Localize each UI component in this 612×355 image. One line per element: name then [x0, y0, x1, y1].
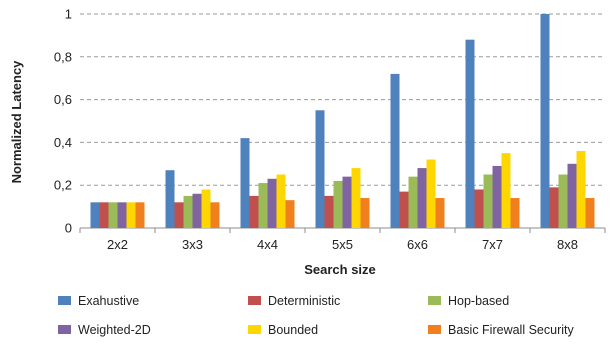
- x-tick-label: 8x8: [557, 237, 578, 252]
- bar-exahustive-5x5: [315, 110, 325, 228]
- y-axis-title: Normalized Latency: [9, 60, 24, 184]
- bar-basic-firewall-security-2x2: [135, 202, 145, 228]
- x-tick-label: 3x3: [182, 237, 203, 252]
- legend-label-hop-based: Hop-based: [448, 294, 509, 308]
- bar-bounded-8x8: [576, 150, 586, 228]
- bar-bounded-2x2: [126, 202, 136, 228]
- legend-label-exahustive: Exahustive: [78, 294, 139, 308]
- y-tick-label: 1: [65, 7, 72, 22]
- y-tick-labels: 0 0,2 0,4 0,6 0,8 1: [54, 7, 72, 236]
- bar-basic-firewall-security-4x4: [285, 200, 295, 228]
- bar-deterministic-7x7: [474, 189, 484, 228]
- x-tick-label: 6x6: [407, 237, 428, 252]
- y-tick-label: 0,8: [54, 49, 72, 64]
- bars: [90, 14, 595, 229]
- bar-weighted-2d-5x5: [342, 176, 352, 228]
- bar-exahustive-3x3: [165, 170, 175, 228]
- bar-exahustive-2x2: [90, 202, 100, 228]
- bar-bounded-3x3: [201, 189, 211, 228]
- bar-hop-based-4x4: [258, 183, 268, 228]
- bar-weighted-2d-8x8: [567, 163, 577, 228]
- bar-hop-based-5x5: [333, 180, 343, 228]
- bar-bounded-4x4: [276, 174, 286, 228]
- bar-deterministic-6x6: [399, 191, 409, 228]
- x-tick-label: 5x5: [332, 237, 353, 252]
- bar-bounded-7x7: [501, 153, 511, 228]
- axes: [79, 227, 606, 233]
- bar-bounded-5x5: [351, 168, 361, 228]
- bar-exahustive-8x8: [540, 14, 550, 228]
- bar-basic-firewall-security-6x6: [435, 198, 445, 228]
- bar-weighted-2d-4x4: [267, 178, 277, 228]
- x-axis-title: Search size: [304, 262, 376, 277]
- bar-basic-firewall-security-8x8: [585, 198, 595, 228]
- bar-exahustive-4x4: [240, 138, 250, 228]
- bar-hop-based-3x3: [183, 195, 193, 228]
- x-tick-label: 4x4: [257, 237, 278, 252]
- bar-exahustive-7x7: [465, 39, 475, 229]
- legend-swatch-basic-firewall-security: [428, 325, 441, 334]
- bar-deterministic-2x2: [99, 202, 109, 228]
- y-tick-label: 0,4: [54, 135, 72, 150]
- bar-weighted-2d-7x7: [492, 165, 502, 228]
- gridlines: [80, 13, 605, 186]
- y-tick-label: 0: [65, 221, 72, 236]
- y-tick-label: 0,6: [54, 92, 72, 107]
- legend-label-bounded: Bounded: [268, 323, 318, 337]
- bar-basic-firewall-security-7x7: [510, 198, 520, 228]
- bar-bounded-6x6: [426, 159, 436, 228]
- legend-swatch-bounded: [248, 325, 261, 334]
- bar-deterministic-3x3: [174, 202, 184, 228]
- legend-label-basic-firewall-security: Basic Firewall Security: [448, 323, 574, 337]
- bar-weighted-2d-2x2: [117, 202, 127, 228]
- legend-swatch-hop-based: [428, 296, 441, 305]
- legend: Exahustive Deterministic Hop-based Weighted…: [58, 294, 574, 337]
- bar-deterministic-5x5: [324, 195, 334, 228]
- y-tick-label: 0,2: [54, 178, 72, 193]
- x-tick-labels: 2x2 3x3 4x4 5x5 6x6 7x7 8x8: [107, 237, 578, 252]
- legend-swatch-exahustive: [58, 296, 71, 305]
- bar-deterministic-8x8: [549, 187, 559, 228]
- x-tick-label: 2x2: [107, 237, 128, 252]
- legend-label-deterministic: Deterministic: [268, 294, 340, 308]
- bar-deterministic-4x4: [249, 195, 259, 228]
- bar-hop-based-2x2: [108, 202, 118, 228]
- legend-label-weighted-2d: Weighted-2D: [78, 323, 151, 337]
- legend-swatch-deterministic: [248, 296, 261, 305]
- bar-basic-firewall-security-5x5: [360, 198, 370, 228]
- bar-exahustive-6x6: [390, 73, 400, 228]
- bar-hop-based-6x6: [408, 176, 418, 228]
- legend-swatch-weighted-2d: [58, 325, 71, 334]
- bar-weighted-2d-3x3: [192, 193, 202, 228]
- x-tick-label: 7x7: [482, 237, 503, 252]
- bar-hop-based-8x8: [558, 174, 568, 228]
- bar-weighted-2d-6x6: [417, 168, 427, 228]
- bar-hop-based-7x7: [483, 174, 493, 228]
- bar-basic-firewall-security-3x3: [210, 202, 220, 228]
